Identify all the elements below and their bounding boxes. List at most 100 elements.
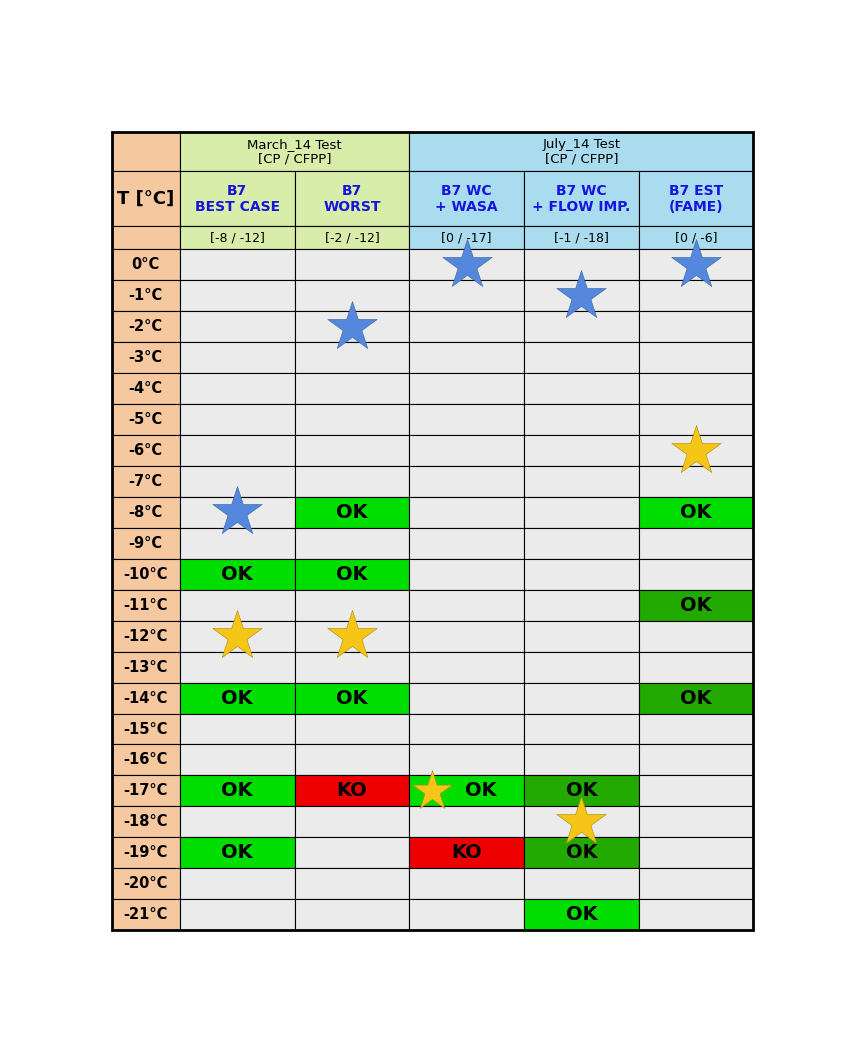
Bar	[295, 899, 409, 930]
Point	[230, 628, 244, 645]
Bar	[409, 775, 524, 807]
Point	[345, 628, 359, 645]
Bar	[180, 745, 295, 775]
Bar	[295, 342, 409, 373]
Bar	[180, 651, 295, 683]
Bar	[524, 899, 639, 930]
Text: B7
WORST: B7 WORST	[323, 183, 381, 214]
Bar	[111, 528, 180, 559]
Bar	[180, 249, 295, 281]
Text: OK: OK	[565, 782, 598, 801]
Bar	[180, 590, 295, 621]
Bar	[639, 559, 754, 590]
Bar	[409, 590, 524, 621]
Bar	[524, 436, 639, 466]
Bar	[111, 170, 180, 226]
Bar	[409, 311, 524, 342]
Text: [0 / -17]: [0 / -17]	[441, 231, 492, 244]
Bar	[111, 466, 180, 497]
Text: B7 EST
(FAME): B7 EST (FAME)	[668, 183, 723, 214]
Point	[575, 287, 588, 304]
Text: July_14 Test
[CP / CFPP]: July_14 Test [CP / CFPP]	[543, 138, 620, 165]
Bar	[180, 837, 295, 868]
Text: -18°C: -18°C	[123, 814, 168, 829]
Bar	[524, 249, 639, 281]
Bar	[111, 899, 180, 930]
Text: -21°C: -21°C	[123, 907, 168, 923]
Bar	[409, 868, 524, 899]
Point	[230, 504, 244, 521]
Bar	[180, 281, 295, 311]
Bar	[409, 528, 524, 559]
Bar	[180, 621, 295, 651]
Bar	[409, 683, 524, 713]
Text: -15°C: -15°C	[123, 722, 168, 736]
Bar	[295, 436, 409, 466]
Text: OK: OK	[336, 565, 368, 584]
Bar	[409, 466, 524, 497]
Text: [-8 / -12]: [-8 / -12]	[210, 231, 265, 244]
Bar	[524, 404, 639, 436]
Bar	[639, 436, 754, 466]
Text: -16°C: -16°C	[123, 752, 168, 768]
Bar	[409, 807, 524, 837]
Bar	[524, 342, 639, 373]
Text: 0°C: 0°C	[132, 258, 160, 272]
Bar	[111, 404, 180, 436]
Bar	[111, 281, 180, 311]
Bar	[180, 226, 295, 249]
Bar	[524, 373, 639, 404]
Bar	[639, 373, 754, 404]
Bar	[639, 281, 754, 311]
Text: T [°C]: T [°C]	[117, 189, 175, 207]
Bar	[180, 436, 295, 466]
Text: OK: OK	[221, 565, 253, 584]
Bar	[295, 713, 409, 745]
Bar	[639, 342, 754, 373]
Text: OK: OK	[565, 844, 598, 863]
Bar	[524, 226, 639, 249]
Text: -5°C: -5°C	[128, 412, 163, 427]
Text: OK: OK	[221, 844, 253, 863]
Bar	[295, 311, 409, 342]
Bar	[639, 775, 754, 807]
Bar	[524, 837, 639, 868]
Bar	[180, 899, 295, 930]
Bar	[524, 775, 639, 807]
Bar	[180, 373, 295, 404]
Bar	[409, 559, 524, 590]
Bar	[524, 559, 639, 590]
Text: OK: OK	[464, 782, 496, 801]
Bar	[639, 249, 754, 281]
Bar	[111, 226, 180, 249]
Bar	[295, 775, 409, 807]
Bar	[180, 133, 409, 170]
Bar	[524, 683, 639, 713]
Bar	[111, 683, 180, 713]
Bar	[524, 713, 639, 745]
Point	[460, 257, 473, 274]
Text: -4°C: -4°C	[129, 381, 163, 397]
Bar	[295, 868, 409, 899]
Bar	[639, 170, 754, 226]
Bar	[111, 133, 180, 170]
Point	[575, 813, 588, 830]
Bar	[409, 837, 524, 868]
Text: B7
BEST CASE: B7 BEST CASE	[195, 183, 280, 214]
Bar	[409, 899, 524, 930]
Bar	[639, 404, 754, 436]
Text: -9°C: -9°C	[129, 535, 163, 551]
Text: March_14 Test
[CP / CFPP]: March_14 Test [CP / CFPP]	[247, 138, 342, 165]
Bar	[524, 868, 639, 899]
Bar	[295, 404, 409, 436]
Text: OK: OK	[336, 689, 368, 708]
Text: -17°C: -17°C	[123, 784, 168, 798]
Bar	[295, 466, 409, 497]
Bar	[111, 837, 180, 868]
Bar	[111, 373, 180, 404]
Bar	[524, 528, 639, 559]
Bar	[409, 621, 524, 651]
Text: OK: OK	[221, 689, 253, 708]
Bar	[524, 807, 639, 837]
Bar	[180, 807, 295, 837]
